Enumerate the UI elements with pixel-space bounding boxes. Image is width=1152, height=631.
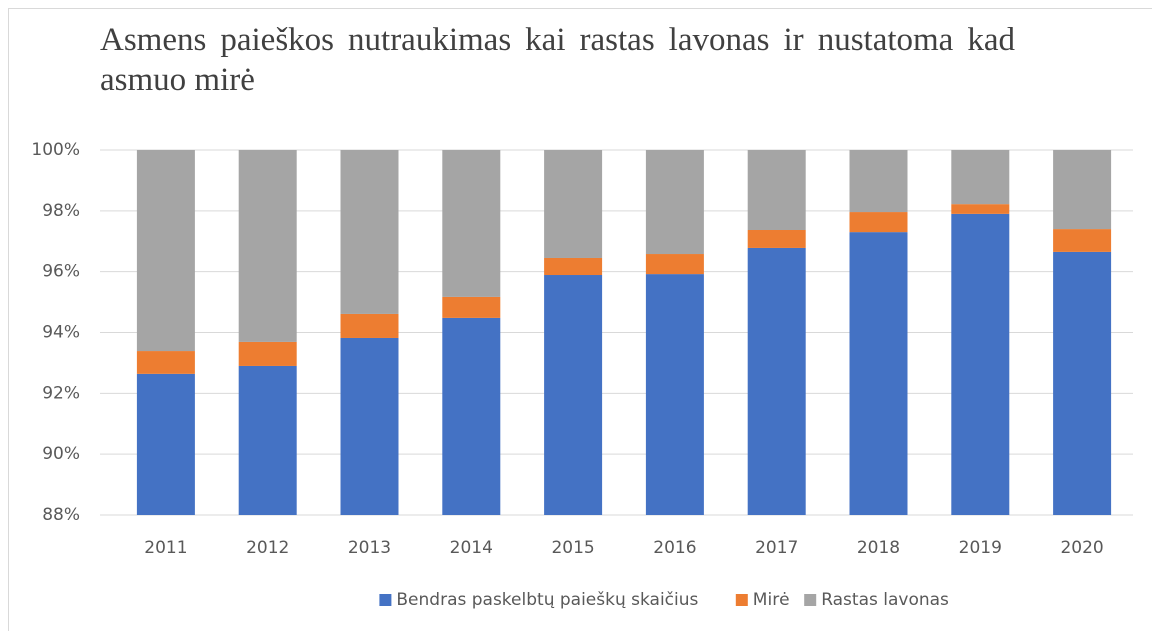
y-tick-label: 90% — [42, 444, 80, 464]
y-tick-label: 96% — [42, 262, 80, 282]
bar-segment — [849, 212, 908, 233]
bar-segment — [238, 150, 297, 342]
bar-segment — [544, 275, 603, 515]
bar-segment — [1053, 251, 1112, 516]
bar-segment — [340, 150, 399, 314]
bar-segment — [544, 150, 603, 258]
bar-segment — [136, 351, 195, 374]
bar-segment — [1053, 150, 1112, 230]
bar-segment — [340, 313, 399, 338]
bar-segment — [442, 296, 501, 318]
legend-label: Mirė — [753, 590, 790, 610]
bar-segment — [340, 337, 399, 515]
y-tick-label: 92% — [42, 383, 80, 403]
legend-swatch — [379, 594, 392, 606]
bar-segment — [849, 232, 908, 515]
y-tick-label: 94% — [42, 323, 80, 343]
x-tick-label: 2018 — [857, 538, 900, 558]
x-tick-label: 2014 — [450, 538, 493, 558]
chart-frame — [8, 8, 1152, 631]
legend-label: Bendras paskelbtų paieškų skaičius — [396, 590, 698, 610]
chart-title: Asmens paieškos nutraukimas kai rastas l… — [100, 22, 1015, 98]
bar-segment — [747, 247, 806, 516]
bar-segment — [136, 150, 195, 352]
legend-label: Rastas lavonas — [821, 590, 949, 610]
bar-segment — [645, 274, 704, 515]
bar-segment — [442, 150, 501, 297]
bar-segment — [951, 204, 1010, 214]
x-tick-label: 2020 — [1060, 538, 1103, 558]
bar-segment — [645, 150, 704, 255]
bar-segment — [442, 317, 501, 515]
bar-segment — [238, 365, 297, 515]
bar-segment — [238, 341, 297, 366]
x-tick-label: 2013 — [348, 538, 391, 558]
legend-swatch — [804, 594, 817, 606]
x-tick-label: 2019 — [959, 538, 1002, 558]
legend-swatch — [735, 594, 748, 606]
y-tick-label: 88% — [42, 505, 80, 525]
bar-segment — [951, 150, 1010, 205]
bar-segment — [849, 150, 908, 213]
y-tick-label: 100% — [31, 140, 80, 160]
x-tick-label: 2015 — [551, 538, 594, 558]
bar-segment — [544, 257, 603, 276]
bar-segment — [747, 150, 806, 230]
x-tick-label: 2012 — [246, 538, 289, 558]
bar-segment — [1053, 229, 1112, 252]
bar-segment — [747, 229, 806, 248]
y-tick-label: 98% — [42, 201, 80, 221]
bar-segment — [951, 213, 1010, 515]
bar-segment — [136, 373, 195, 515]
x-tick-label: 2017 — [755, 538, 798, 558]
x-tick-label: 2011 — [144, 538, 187, 558]
bar-segment — [645, 254, 704, 275]
x-tick-label: 2016 — [653, 538, 696, 558]
